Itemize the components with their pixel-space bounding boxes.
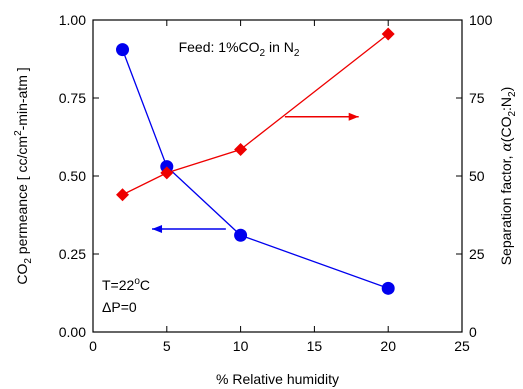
- data-point-diamond: [160, 166, 174, 180]
- arrow-left-head: [152, 225, 163, 234]
- series-line-right: [122, 33, 389, 196]
- arrow-right-head: [348, 112, 359, 121]
- y-left-tick-label: 0.75: [59, 90, 86, 106]
- data-point-circle: [234, 228, 248, 242]
- pressure-annotation: ΔP=0: [102, 299, 137, 315]
- feed-annotation: Feed: 1%CO2 in N2: [179, 39, 300, 59]
- series-line-left: [121, 49, 389, 289]
- y-left-tick-label: 1.00: [59, 12, 86, 28]
- x-tick-label: 5: [163, 338, 171, 354]
- data-point-diamond: [234, 142, 248, 156]
- x-tick-label: 15: [307, 338, 323, 354]
- x-tick-label: 20: [380, 338, 396, 354]
- series-layer: [116, 27, 395, 295]
- x-axis-ticks: 0 5 10 15 20 25: [89, 20, 470, 354]
- y-right-tick-label: 100: [469, 12, 493, 28]
- x-tick-label: 0: [89, 338, 97, 354]
- data-point-diamond: [381, 27, 395, 41]
- y-left-tick-label: 0.25: [59, 246, 86, 262]
- x-tick-label: 25: [454, 338, 470, 354]
- y-right-tick-label: 50: [469, 168, 485, 184]
- y-left-tick-label: 0.00: [59, 324, 86, 340]
- y-right-tick-label: 0: [469, 324, 477, 340]
- y-right-axis-ticks: 0 25 50 75 100: [456, 12, 493, 340]
- temperature-annotation: T=22oC: [102, 276, 150, 293]
- data-point-circle: [381, 281, 395, 295]
- data-point-circle: [116, 43, 130, 57]
- y-left-tick-label: 0.50: [59, 168, 86, 184]
- arrows-layer: [152, 112, 359, 234]
- x-axis-label: % Relative humidity: [216, 371, 339, 387]
- y-right-axis-label: Separation factor, α(CO2:N2): [498, 87, 518, 266]
- y-left-axis-ticks: 0.00 0.25 0.50 0.75 1.00: [59, 12, 99, 340]
- x-tick-label: 10: [233, 338, 249, 354]
- y-right-tick-label: 25: [469, 246, 485, 262]
- y-left-axis-label: CO2 permeance [ cc/cm2-min-atm ]: [13, 67, 34, 284]
- y-right-tick-label: 75: [469, 90, 485, 106]
- data-point-diamond: [116, 188, 130, 202]
